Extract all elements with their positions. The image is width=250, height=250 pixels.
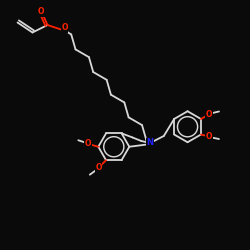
Text: O: O [61, 24, 68, 32]
Text: O: O [95, 163, 102, 172]
Text: O: O [206, 110, 212, 119]
Text: O: O [84, 139, 91, 148]
Text: O: O [38, 7, 44, 16]
Text: N: N [146, 138, 154, 147]
Text: O: O [206, 132, 212, 141]
